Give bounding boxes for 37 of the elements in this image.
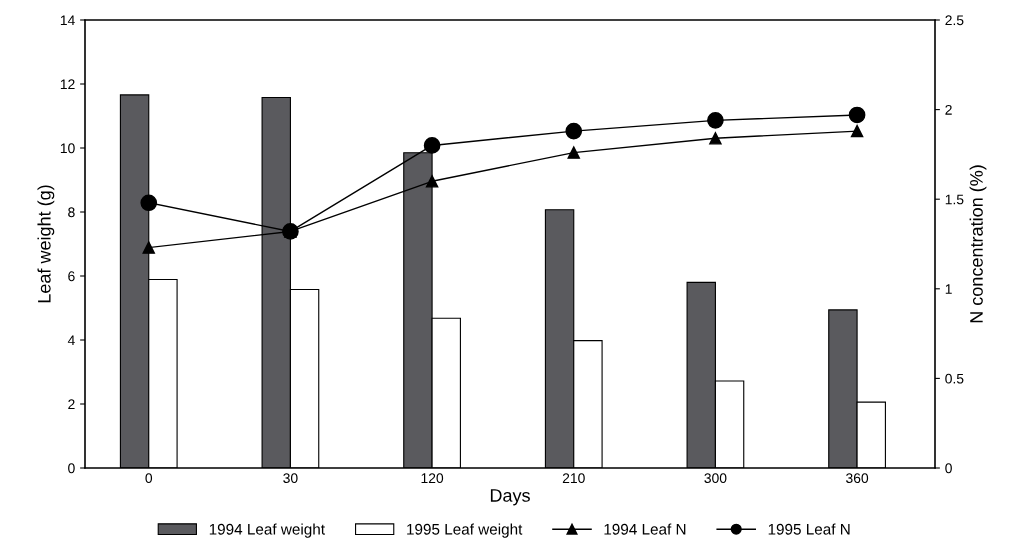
point — [423, 137, 441, 154]
y2-tick-label: 1.5 — [945, 194, 964, 205]
y2-tick-label: 2.5 — [945, 15, 964, 26]
point — [707, 112, 724, 129]
y2-axis-title: N concentration (%) — [969, 165, 987, 323]
x-tick-label: 30 — [283, 473, 298, 484]
point — [850, 124, 864, 138]
y-tick-label: 4 — [67, 335, 75, 346]
y2-tick-label: 1 — [945, 284, 952, 294]
y-tick-label: 8 — [68, 207, 75, 218]
legend-label: 1995 Leaf N — [768, 523, 850, 535]
y-tick-label: 0 — [68, 463, 75, 474]
point — [848, 106, 866, 124]
point — [425, 175, 439, 188]
y2-tick-label: 2 — [945, 104, 952, 115]
y2-tick-label: 0.5 — [945, 373, 964, 384]
y-axis-title: Leaf weight (g) — [37, 185, 55, 303]
y-tick-label: 14 — [60, 15, 75, 26]
y2-tick-label: 0 — [945, 463, 952, 474]
y-tick-label: 10 — [60, 143, 75, 154]
x-tick-label: 0 — [145, 473, 153, 484]
legend-label: 1994 Leaf N — [604, 523, 686, 535]
point — [567, 146, 581, 159]
point — [140, 194, 158, 212]
point — [709, 132, 722, 145]
x-axis-title: Days — [490, 489, 530, 506]
x-tick-label: 360 — [846, 473, 869, 484]
y-tick-label: 2 — [68, 399, 75, 410]
legend-label: 1995 Leaf weight — [407, 523, 523, 538]
x-tick-label: 210 — [562, 473, 585, 484]
y-tick-label: 12 — [60, 79, 75, 90]
legend-label: 1994 Leaf weight — [209, 523, 325, 538]
x-tick-label: 300 — [704, 473, 727, 484]
y-tick-label: 6 — [68, 271, 75, 282]
point — [142, 241, 156, 254]
x-tick-label: 120 — [421, 473, 444, 484]
point — [565, 122, 583, 140]
